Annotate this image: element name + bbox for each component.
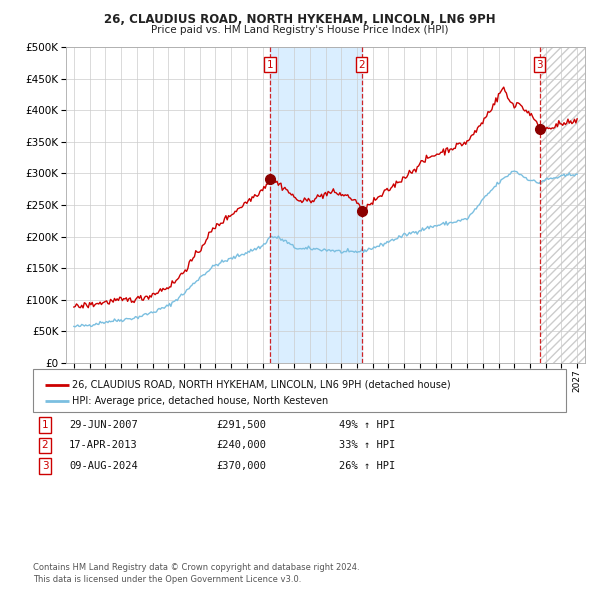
Text: HPI: Average price, detached house, North Kesteven: HPI: Average price, detached house, Nort… (72, 396, 328, 406)
Text: 26, CLAUDIUS ROAD, NORTH HYKEHAM, LINCOLN, LN6 9PH: 26, CLAUDIUS ROAD, NORTH HYKEHAM, LINCOL… (104, 13, 496, 26)
Text: 2: 2 (358, 60, 365, 70)
Text: 26% ↑ HPI: 26% ↑ HPI (339, 461, 395, 471)
Text: Price paid vs. HM Land Registry's House Price Index (HPI): Price paid vs. HM Land Registry's House … (151, 25, 449, 35)
Bar (270, 47, 362, 363)
Text: 49% ↑ HPI: 49% ↑ HPI (339, 420, 395, 430)
Text: 09-AUG-2024: 09-AUG-2024 (69, 461, 138, 471)
Bar (539, 47, 585, 363)
Text: 3: 3 (41, 461, 49, 471)
Text: 3: 3 (536, 60, 543, 70)
Text: 29-JUN-2007: 29-JUN-2007 (69, 420, 138, 430)
Text: Contains HM Land Registry data © Crown copyright and database right 2024.: Contains HM Land Registry data © Crown c… (33, 563, 359, 572)
Text: 1: 1 (267, 60, 274, 70)
Text: This data is licensed under the Open Government Licence v3.0.: This data is licensed under the Open Gov… (33, 575, 301, 584)
Bar (539, 47, 585, 363)
Text: £370,000: £370,000 (216, 461, 266, 471)
Text: 17-APR-2013: 17-APR-2013 (69, 441, 138, 450)
Text: 26, CLAUDIUS ROAD, NORTH HYKEHAM, LINCOLN, LN6 9PH (detached house): 26, CLAUDIUS ROAD, NORTH HYKEHAM, LINCOL… (72, 380, 451, 389)
Text: £240,000: £240,000 (216, 441, 266, 450)
Text: 33% ↑ HPI: 33% ↑ HPI (339, 441, 395, 450)
Text: 1: 1 (41, 420, 49, 430)
Text: 2: 2 (41, 441, 49, 450)
Text: £291,500: £291,500 (216, 420, 266, 430)
